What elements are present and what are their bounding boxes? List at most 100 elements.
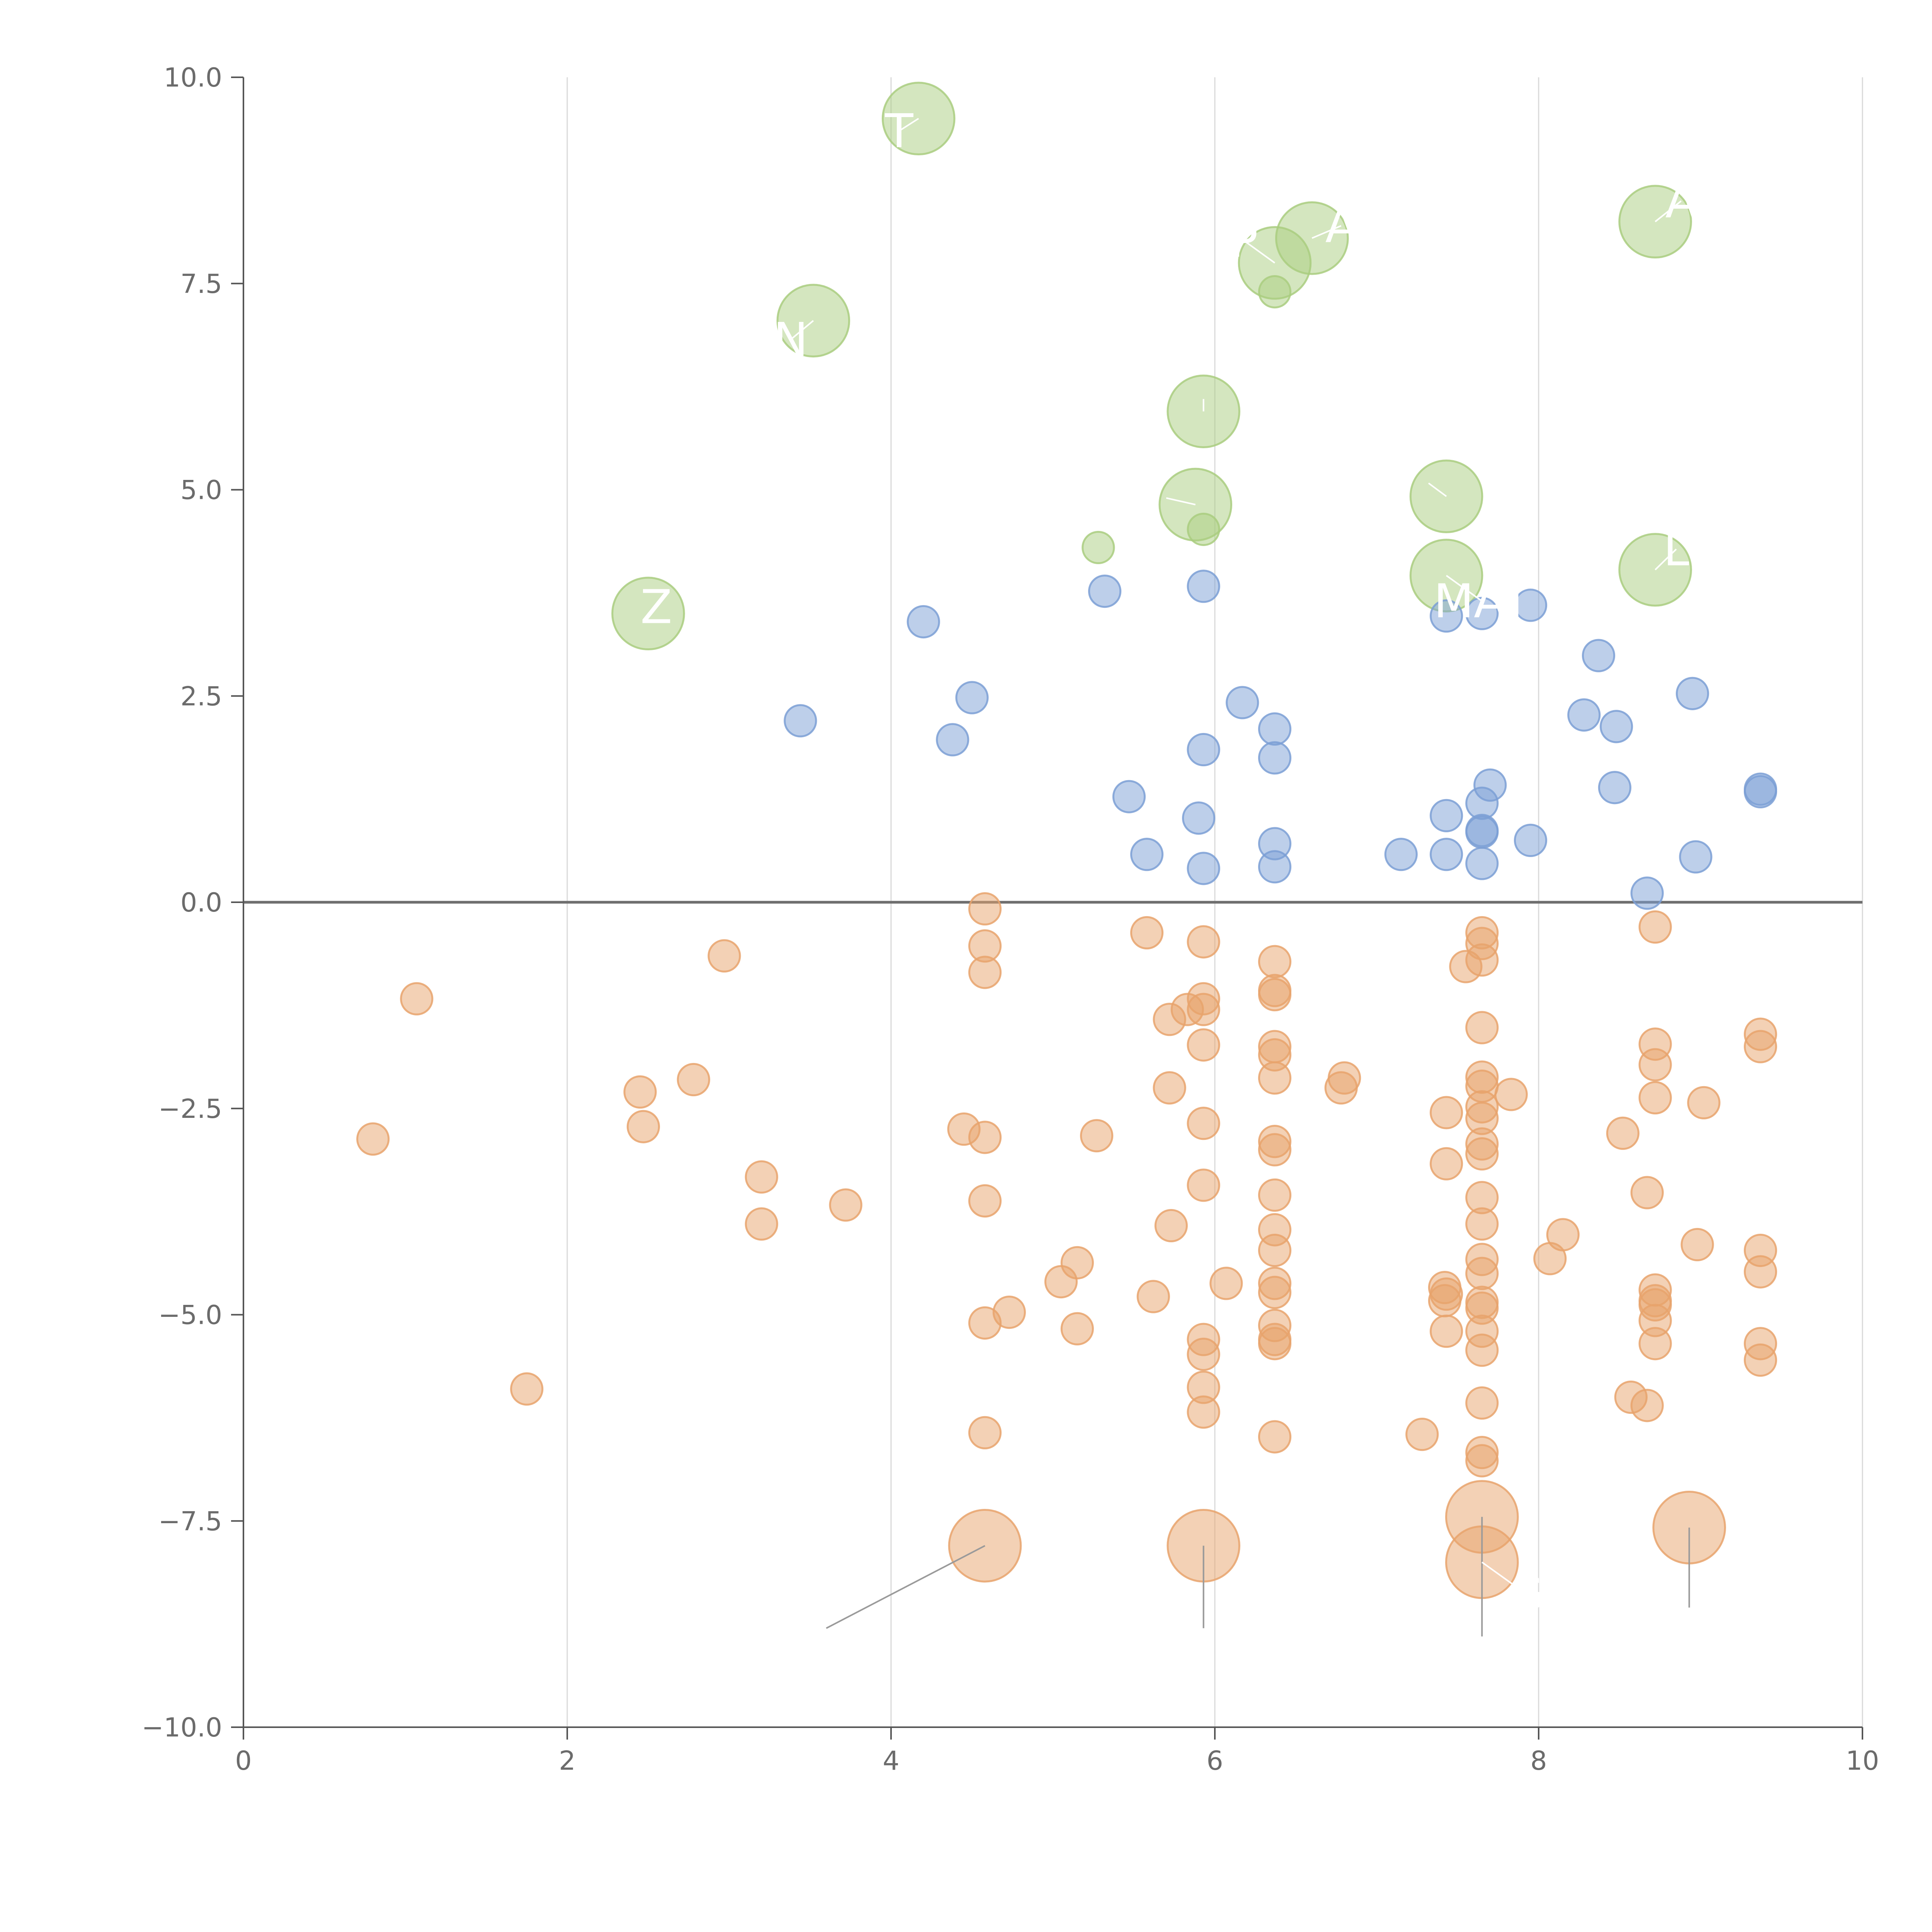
orange-point [1136,1280,1170,1313]
orange-point [968,892,1002,926]
orange-point [1430,1315,1463,1348]
annotation-leader-line [826,1545,985,1629]
blue-point [1598,771,1632,804]
blue-point [1130,838,1164,871]
orange-point [1258,978,1292,1012]
point-annotations: T N Z P A A L MAT G [640,105,1697,1621]
label-leader-line [1446,575,1483,602]
orange-point [968,1416,1002,1449]
orange-point [1060,1246,1094,1280]
orange-point [1080,1119,1114,1153]
orange-point [1258,1420,1292,1454]
orange-point [1209,1267,1243,1300]
point-label: Z [640,581,672,634]
orange-point [1187,1168,1220,1202]
orange-point [745,1160,778,1194]
orange-point [1060,1312,1094,1345]
orange-point [1430,1147,1463,1180]
orange-point [510,1372,544,1406]
orange-point [677,1063,710,1097]
label-leader-line [1481,1561,1526,1594]
orange-point [1187,925,1220,959]
blue-point [1384,838,1418,871]
y-tick-label: 10.0 [164,63,222,93]
blue-point [1567,698,1601,732]
orange-point [1743,1343,1777,1377]
blue-point [1582,639,1616,672]
y-tick-label: 0.0 [180,888,222,918]
orange-point [1638,1081,1672,1115]
label-leader-line [898,118,919,132]
label-leader-line [1311,225,1342,239]
blue-point [1473,768,1507,802]
orange-point [1465,1386,1499,1420]
label-leader-line [1243,240,1276,264]
point-label: G [1508,1567,1544,1621]
orange-point [1465,943,1499,977]
orange-point [1687,1086,1721,1119]
blue-point [1258,741,1292,775]
orange-point [1258,945,1292,978]
orange-point [1638,910,1672,944]
orange-point [1428,1284,1462,1318]
blue-point [1187,852,1220,885]
orange-point [1743,1255,1777,1289]
orange-point [829,1188,862,1222]
annotation-leader-line [1428,482,1447,497]
label-leader-line [648,606,657,614]
orange-point [1258,1133,1292,1167]
orange-point [1465,1333,1499,1367]
orange-point [1258,1178,1292,1212]
blue-point [1514,588,1548,622]
axes: 0 2 4 6 8 10 10.0 7.5 5.0 2.5 0.0 −2.5 −5.0 −7.5 −10.0 [142,63,1879,1776]
orange-point [1630,1176,1664,1209]
x-tick-label: 4 [883,1746,899,1776]
blue-point [1465,815,1499,849]
green-point [1258,275,1292,309]
y-tick-label: −2.5 [158,1094,222,1124]
orange-point [623,1075,657,1109]
orange-point [1154,1209,1188,1243]
orange-point [1187,1337,1220,1371]
green-point [1187,512,1220,546]
orange-point [1187,1028,1220,1062]
orange-point [1405,1417,1439,1451]
label-leader-line [790,320,814,340]
y-tick-label: −5.0 [158,1300,222,1331]
orange-point [707,939,741,973]
blue-point [1600,710,1633,743]
y-tick-label: 7.5 [180,269,222,299]
blue-point [1187,570,1220,603]
orange-point [1465,1137,1499,1171]
orange-point [1187,993,1220,1026]
blue-point [1430,799,1463,832]
x-tick-label: 2 [559,1746,575,1776]
blue-point [955,681,989,714]
data-points [356,82,1777,1599]
point-label: MAT [1434,575,1531,629]
orange-point [1638,1327,1672,1361]
orange-point [400,982,434,1015]
blue-point [1514,823,1548,857]
orange-point [968,956,1002,989]
orange-point [626,1110,660,1143]
blue-point [1112,780,1146,813]
orange-point [1130,916,1164,950]
orange-point [1187,1107,1220,1140]
annotation-leaders [648,118,1690,1637]
orange-point [1465,1257,1499,1290]
x-tick-label: 6 [1206,1746,1223,1776]
label-leader-line [1655,548,1677,571]
orange-point [356,1122,390,1156]
blue-point [1187,733,1220,767]
orange-point [1465,1207,1499,1241]
point-label: A [1665,175,1697,228]
orange-point [968,1184,1002,1218]
orange-point [1606,1116,1639,1150]
blue-point [1630,876,1664,910]
orange-point [1187,1395,1220,1429]
point-label: A [1325,199,1357,253]
green-point [1082,531,1115,565]
blue-point [1465,597,1499,630]
